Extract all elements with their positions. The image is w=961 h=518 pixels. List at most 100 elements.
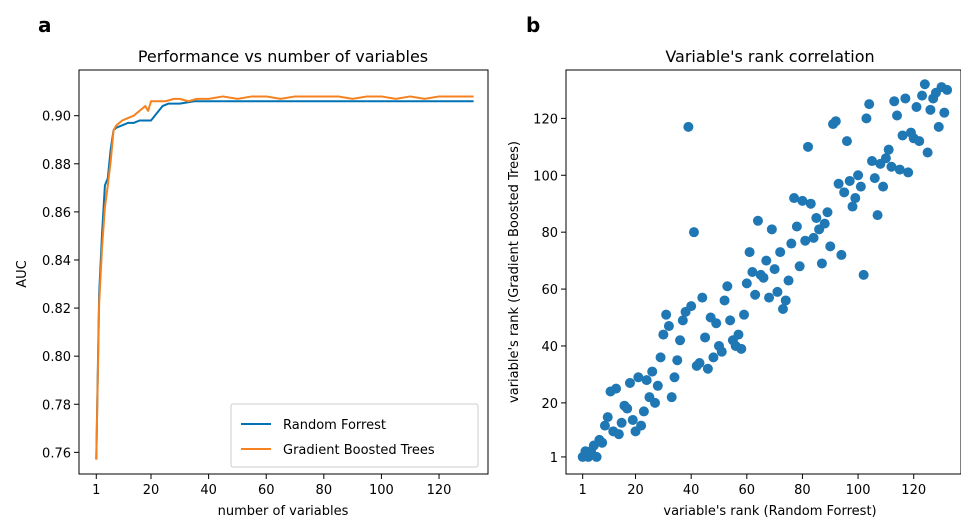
chart-a-plot-area	[95, 95, 474, 460]
scatter-point	[789, 193, 800, 204]
x-tick-label: 20	[143, 483, 160, 498]
scatter-point	[686, 301, 697, 312]
y-tick-label: 60	[541, 283, 558, 298]
scatter-point	[736, 343, 747, 354]
scatter-point	[764, 292, 775, 303]
scatter-point	[797, 195, 808, 206]
scatter-point	[611, 383, 622, 394]
scatter-point	[708, 352, 719, 363]
scatter-point	[894, 164, 905, 175]
legend-label-gradient-boosted-trees: Gradient Boosted Trees	[283, 443, 435, 458]
scatter-point	[872, 210, 883, 221]
y-tick-label: 0.90	[42, 110, 71, 125]
scatter-point	[761, 255, 772, 266]
y-tick-label: 0.76	[42, 446, 71, 461]
x-tick-label: 80	[794, 483, 811, 498]
x-tick-label: 120	[901, 483, 926, 498]
scatter-chart-panel: Variable's rank correlation variable's r…	[507, 47, 961, 518]
scatter-point	[675, 335, 686, 346]
scatter-point	[613, 429, 624, 440]
scatter-point	[638, 406, 649, 417]
scatter-point	[694, 358, 705, 369]
x-tick-label: 40	[683, 483, 700, 498]
chart-a-frame	[78, 69, 489, 475]
scatter-point	[777, 303, 788, 314]
scatter-point	[866, 156, 877, 167]
x-tick-label: 120	[427, 483, 452, 498]
scatter-point	[897, 130, 908, 141]
scatter-point	[869, 173, 880, 184]
scatter-point	[775, 247, 786, 258]
x-tick-label: 100	[369, 483, 394, 498]
scatter-point	[880, 153, 891, 164]
scatter-point	[844, 175, 855, 186]
scatter-point	[883, 144, 894, 155]
scatter-point	[822, 207, 833, 218]
scatter-point	[739, 309, 750, 320]
chart-b-xlabel: variable's rank (Random Forrest)	[663, 504, 876, 518]
scatter-point	[914, 136, 925, 147]
scatter-point	[627, 414, 638, 425]
scatter-point	[886, 161, 897, 172]
scatter-point	[744, 247, 755, 258]
scatter-point	[599, 420, 610, 431]
scatter-point	[819, 218, 830, 229]
scatter-point	[647, 366, 658, 377]
scatter-point	[672, 355, 683, 366]
scatter-point	[624, 377, 635, 388]
scatter-point	[650, 397, 661, 408]
scatter-point	[780, 295, 791, 306]
series-line-random-forrest	[95, 100, 474, 460]
scatter-point	[783, 275, 794, 286]
y-tick-label: 0.86	[42, 206, 71, 221]
scatter-point	[922, 147, 933, 158]
scatter-point	[861, 113, 872, 124]
scatter-point	[791, 221, 802, 232]
chart-a-title: Performance vs number of variables	[138, 47, 428, 66]
scatter-point	[800, 235, 811, 246]
scatter-point	[766, 224, 777, 235]
scatter-point	[663, 321, 674, 332]
scatter-point	[597, 437, 608, 448]
legend-box	[230, 403, 479, 468]
scatter-point	[864, 99, 875, 110]
x-tick-label: 40	[200, 483, 217, 498]
x-tick-label: 1	[579, 483, 587, 498]
y-tick-label: 0.84	[42, 254, 71, 269]
line-chart-panel: Performance vs number of variables AUC n…	[15, 47, 489, 518]
y-tick-label: 0.80	[42, 350, 71, 365]
series-line-gradient-boosted-trees	[95, 95, 474, 460]
scatter-point	[919, 79, 930, 90]
scatter-point	[669, 372, 680, 383]
scatter-point	[747, 267, 758, 277]
scatter-point	[769, 264, 780, 275]
scatter-point	[688, 227, 699, 238]
scatter-point	[725, 315, 736, 326]
scatter-point	[858, 269, 869, 280]
scatter-point	[622, 403, 633, 414]
chart-b-frame	[565, 69, 961, 475]
panel-letter-b: b	[526, 13, 540, 37]
x-tick-label: 60	[258, 483, 275, 498]
scatter-point	[716, 346, 727, 357]
chart-b-ylabel: variable's rank (Gradient Boosted Trees)	[507, 141, 522, 403]
scatter-point	[752, 215, 763, 226]
scatter-point	[733, 329, 744, 340]
y-tick-label: 1	[550, 451, 558, 466]
scatter-point	[833, 178, 844, 189]
scatter-point	[786, 238, 797, 249]
scatter-point	[836, 249, 847, 260]
y-tick-label: 100	[533, 169, 558, 184]
scatter-point	[911, 101, 922, 112]
chart-a-xlabel: number of variables	[218, 504, 349, 518]
scatter-point	[816, 258, 827, 269]
scatter-point	[939, 107, 950, 118]
scatter-point	[805, 198, 816, 209]
chart-a-ylabel: AUC	[15, 260, 30, 288]
scatter-point	[839, 187, 850, 198]
scatter-point	[683, 121, 694, 132]
y-tick-label: 120	[533, 112, 558, 127]
scatter-point	[808, 232, 819, 243]
scatter-point	[702, 363, 713, 374]
